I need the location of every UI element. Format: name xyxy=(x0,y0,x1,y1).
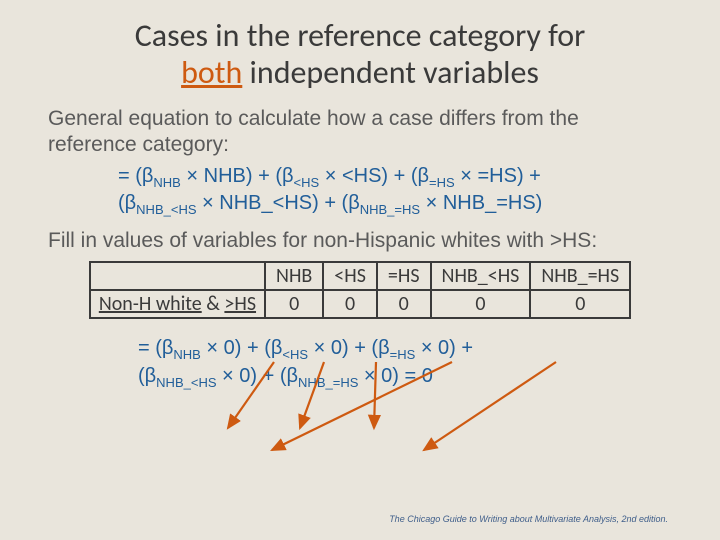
eq1-s1: NHB xyxy=(153,175,180,190)
eq1-t4: × =HS) + xyxy=(455,165,541,187)
eq2-s4: NHB_<HS xyxy=(156,375,216,390)
eq1-t1: = (β xyxy=(118,165,153,187)
eq2-t4: × 0) + xyxy=(415,337,473,359)
col-nhb-lths: NHB_<HS xyxy=(431,262,531,290)
eq1-s4: NHB_<HS xyxy=(136,202,196,217)
table-value-row: Non-H white & >HS 0 0 0 0 0 xyxy=(90,290,630,318)
slide-title: Cases in the reference category for both… xyxy=(48,18,672,92)
val-nhb: 0 xyxy=(265,290,323,318)
col-lths: <HS xyxy=(323,262,377,290)
col-nhb-eqhs: NHB_=HS xyxy=(530,262,630,290)
fillin-text: Fill in values of variables for non-Hisp… xyxy=(48,229,672,253)
intro-text: General equation to calculate how a case… xyxy=(48,106,672,159)
eq2-t2: × 0) + (β xyxy=(201,337,283,359)
citation: The Chicago Guide to Writing about Multi… xyxy=(389,514,668,524)
eq2-s3: =HS xyxy=(390,347,416,362)
val-nhb-lths: 0 xyxy=(431,290,531,318)
eq2-t3: × 0) + (β xyxy=(308,337,390,359)
title-line1: Cases in the reference category for xyxy=(135,16,586,55)
eq1-t5: (β xyxy=(118,192,136,214)
eq2-t5: (β xyxy=(138,365,156,387)
eq2-s5: NHB_=HS xyxy=(298,375,358,390)
table-corner xyxy=(90,262,265,290)
equation-general: = (βNHB × NHB) + (β<HS × <HS) + (β=HS × … xyxy=(118,164,672,219)
title-both: both xyxy=(181,53,242,92)
row-label: Non-H white & >HS xyxy=(90,290,265,318)
val-eqhs: 0 xyxy=(377,290,431,318)
rowlabel-a: Non-H white xyxy=(99,292,202,316)
eq2-s2: <HS xyxy=(282,347,308,362)
table-header-row: NHB <HS =HS NHB_<HS NHB_=HS xyxy=(90,262,630,290)
eq2-s1: NHB xyxy=(173,347,200,362)
eq1-s5: NHB_=HS xyxy=(360,202,420,217)
variables-table: NHB <HS =HS NHB_<HS NHB_=HS Non-H white … xyxy=(89,261,631,319)
eq1-s3: =HS xyxy=(429,175,455,190)
equation-substituted: = (βNHB × 0) + (β<HS × 0) + (β=HS × 0) +… xyxy=(138,335,672,393)
title-rest: independent variables xyxy=(242,53,539,92)
eq1-t3: × <HS) + (β xyxy=(319,165,429,187)
val-nhb-eqhs: 0 xyxy=(530,290,630,318)
eq1-t2: × NHB) + (β xyxy=(181,165,294,187)
val-lths: 0 xyxy=(323,290,377,318)
eq1-t6: × NHB_<HS) + (β xyxy=(197,192,360,214)
col-nhb: NHB xyxy=(265,262,323,290)
eq1-s2: <HS xyxy=(294,175,320,190)
eq1-t7: × NHB_=HS) xyxy=(420,192,542,214)
eq2-t1: = (β xyxy=(138,337,173,359)
eq2-t6: × 0) + (β xyxy=(217,365,299,387)
rowlabel-amp: & xyxy=(202,292,225,316)
col-eqhs: =HS xyxy=(377,262,431,290)
rowlabel-b: >HS xyxy=(224,292,256,316)
eq2-t7: × 0) = 0 xyxy=(358,365,433,387)
